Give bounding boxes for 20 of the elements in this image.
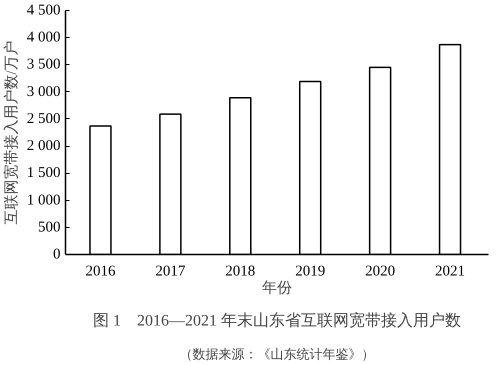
y-tick-label: 2 500 (26, 110, 60, 127)
x-tick-label: 2016 (85, 264, 116, 280)
x-tick-label: 2020 (365, 264, 396, 280)
y-tick-label: 1 500 (26, 165, 60, 182)
y-tick-label: 3 500 (26, 56, 60, 73)
x-tick-label: 2018 (225, 264, 256, 280)
y-tick-label: 2 000 (26, 138, 60, 154)
y-tick-label: 3 000 (26, 84, 60, 100)
x-axis-title: 年份 (262, 280, 292, 296)
x-tick-label: 2021 (435, 264, 466, 280)
x-tick-label: 2017 (155, 264, 186, 280)
y-tick-label: 4 000 (26, 30, 60, 46)
text: 图 1 2016—2021 年末山东省互联网宽带接入用户数 (93, 312, 461, 330)
x-tick-label: 2019 (295, 264, 326, 280)
y-tick-label: 4 500 (26, 2, 60, 18)
y-tick-label: 0 (53, 246, 60, 262)
y-tick-label: 500 (38, 219, 60, 236)
y-tick-label: 1 000 (26, 192, 60, 208)
y-axis-title: 互联网宽带接入用户数/万户 (2, 40, 20, 225)
text: （数据来源：《山东统计年鉴》） (180, 346, 374, 362)
